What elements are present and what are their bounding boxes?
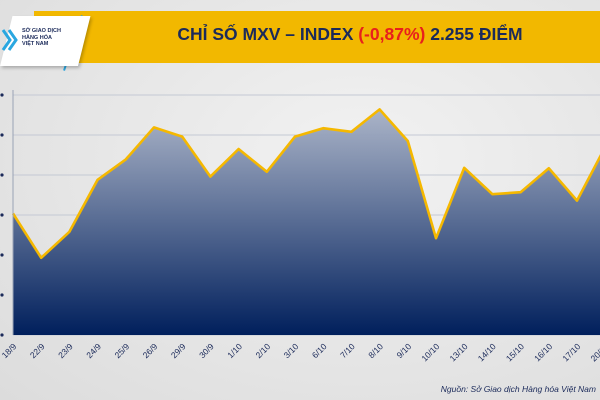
- x-tick-label: 29/9: [169, 341, 188, 360]
- x-tick-label: 6/10: [310, 341, 329, 360]
- logo-line: HÀNG HÓA: [22, 34, 52, 41]
- y-tick-mark: [0, 213, 4, 217]
- logo-line: SỞ GIAO DỊCH: [22, 28, 61, 34]
- y-tick-mark: [0, 173, 4, 177]
- x-tick-label: 24/9: [84, 341, 103, 360]
- x-tick-label: 9/10: [394, 341, 413, 360]
- x-tick-label: 16/10: [532, 341, 554, 363]
- x-tick-label: 8/10: [366, 341, 385, 360]
- logo-chevron-icon: [1, 29, 18, 51]
- x-tick-label: 3/10: [282, 341, 301, 360]
- change-percent: (-0,87%): [358, 24, 426, 44]
- y-tick-mark: [0, 133, 4, 137]
- y-tick-mark: [0, 253, 4, 257]
- index-value: 2.255 ĐIỂM: [425, 24, 523, 44]
- x-tick-label: 14/10: [476, 341, 498, 363]
- series-line: [11, 108, 600, 260]
- x-tick-label: 23/9: [56, 341, 75, 360]
- title-banner: [34, 11, 600, 63]
- x-tick-label: 20/10: [588, 341, 600, 363]
- x-tick-label: 7/10: [338, 341, 357, 360]
- x-tick-label: 18/9: [0, 341, 19, 360]
- x-tick-label: 15/10: [504, 341, 526, 363]
- y-tick-mark: [0, 333, 4, 337]
- source-note: Nguồn: Sở Giao dịch Hàng hóa Việt Nam: [440, 384, 596, 394]
- logo-text: SỞ GIAO DỊCH HÀNG HÓA VIỆT NAM: [22, 28, 61, 48]
- chart-title: CHỈ SỐ MXV – INDEX (-0,87%) 2.255 ĐIỂM: [100, 24, 600, 45]
- x-tick-label: 22/9: [28, 341, 47, 360]
- y-tick-mark: [0, 293, 4, 297]
- x-tick-label: 1/10: [225, 341, 244, 360]
- x-tick-label: 25/9: [112, 341, 131, 360]
- x-tick-label: 26/9: [141, 341, 160, 360]
- x-tick-label: 30/9: [197, 341, 216, 360]
- title-prefix: CHỈ SỐ MXV – INDEX: [177, 24, 359, 44]
- logo-line: VIỆT NAM: [22, 41, 49, 47]
- x-tick-label: 17/10: [560, 341, 582, 363]
- x-tick-label: 10/10: [419, 341, 441, 363]
- area-fill: [13, 109, 600, 335]
- x-tick-label: 13/10: [447, 341, 469, 363]
- y-tick-mark: [0, 93, 4, 97]
- x-tick-label: 2/10: [253, 341, 272, 360]
